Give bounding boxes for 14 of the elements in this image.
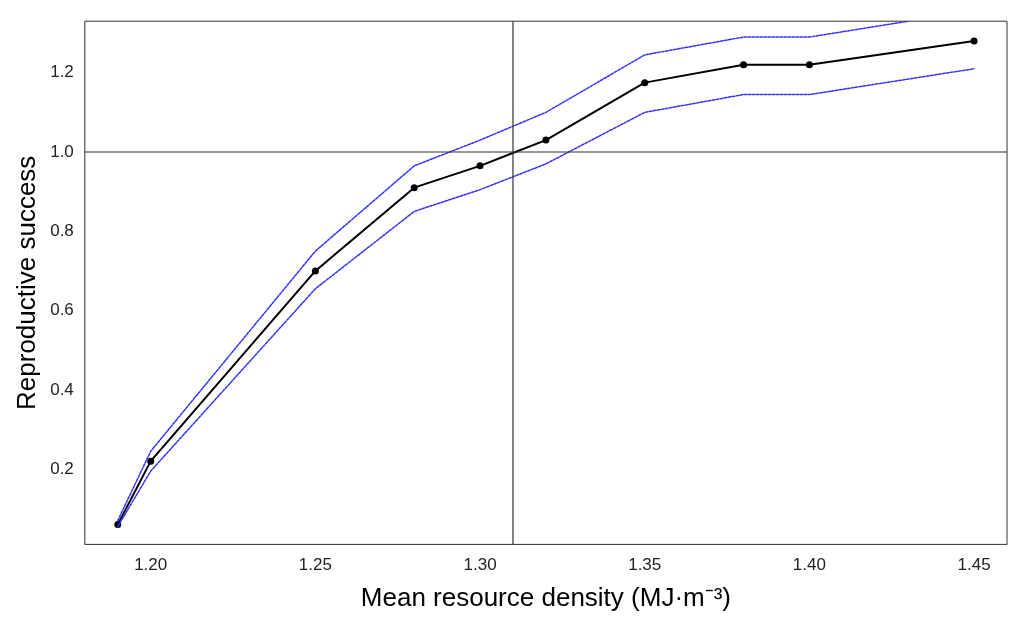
x-axis-title: Mean resource density (MJ·m⁻³) [360, 581, 732, 612]
y-tick-label: 0.8 [50, 220, 74, 240]
x-tick-label: 1.20 [134, 555, 168, 575]
x-tick-label: 1.30 [463, 555, 497, 575]
x-tick-label: 1.45 [957, 555, 991, 575]
x-tick-label: 1.35 [628, 555, 662, 575]
y-axis-title: Reproductive success [10, 155, 41, 410]
y-tick-label: 0.2 [50, 458, 74, 478]
y-tick-label: 1.2 [50, 62, 74, 82]
y-tick-label: 0.4 [50, 379, 74, 399]
y-tick-label: 0.6 [50, 300, 74, 320]
x-tick-label: 1.25 [298, 555, 332, 575]
x-tick-label: 1.40 [792, 555, 826, 575]
y-tick-label: 1.0 [50, 141, 74, 161]
